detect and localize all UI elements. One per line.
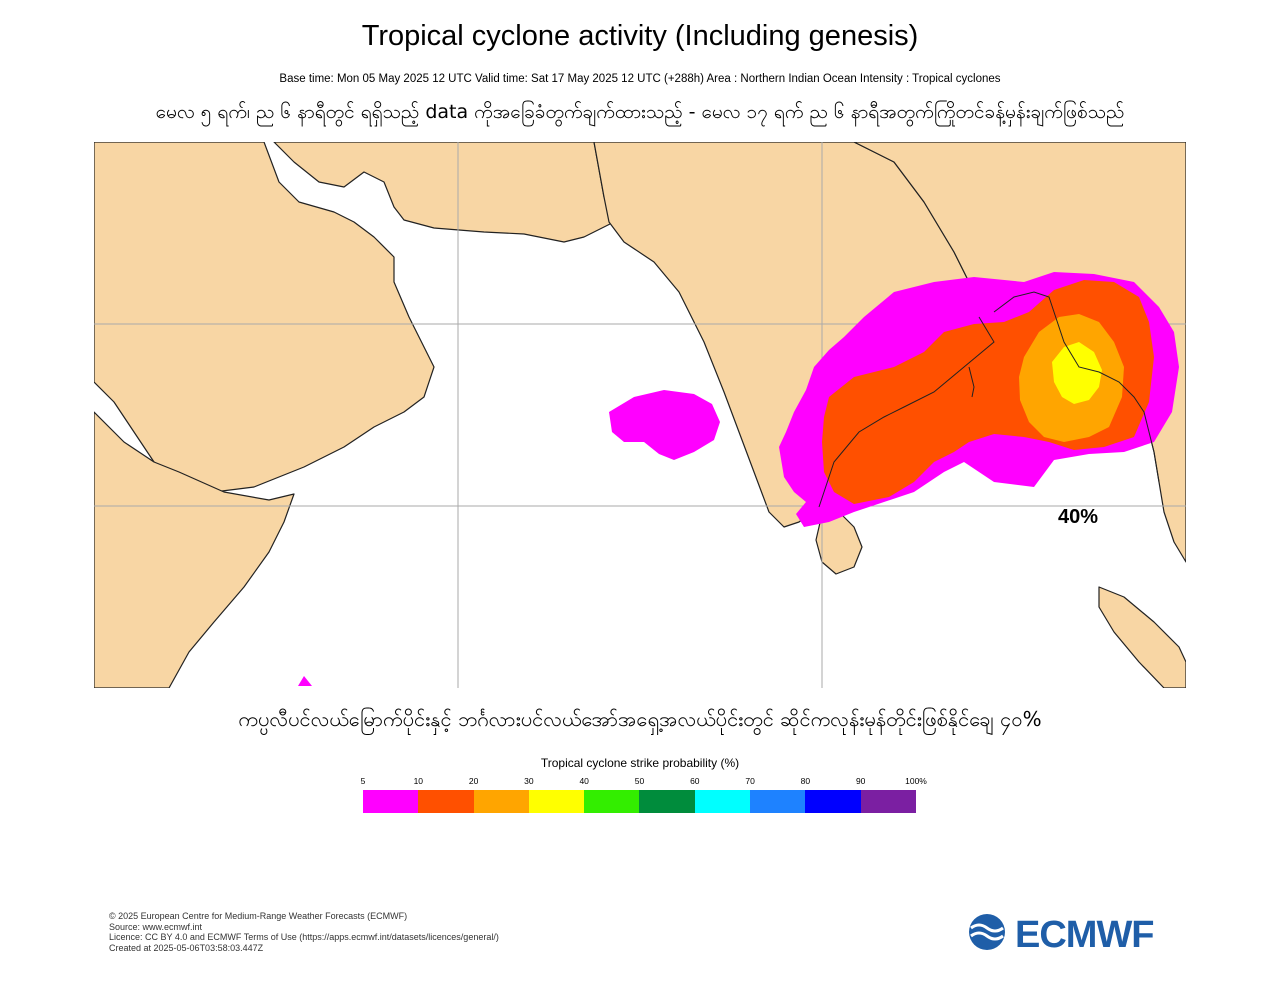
legend-swatch [363,790,419,813]
map-canvas [94,142,1186,688]
legend-color-bar [363,790,916,813]
coastline-overlay [818,291,1160,508]
legend-tick: 100% [905,776,927,786]
legend-swatch [528,790,585,813]
footer-line: Created at 2025-05-06T03:58:03.447Z [109,942,264,953]
forecast-metadata: Base time: Mon 05 May 2025 12 UTC Valid … [279,73,1001,85]
peak-probability-label: 40% [1058,506,1099,528]
legend-swatch [584,790,640,813]
footer-line: Source: www.ecmwf.int [109,921,203,932]
arabian-peninsula [94,142,435,493]
legend-swatch [694,790,751,813]
chart-title: Tropical cyclone activity (Including gen… [361,20,919,52]
probability-map: 40% [94,142,1186,688]
legend-tick: 10 [413,776,424,786]
legend-tick: 90 [855,776,866,786]
legend-swatch [805,790,861,813]
legend-tick: 60 [690,776,700,786]
footer-line: Licence: CC BY 4.0 and ECMWF Terms of Us… [109,932,499,942]
ecmwf-logo: ECMWF [965,912,1175,956]
legend-ticks: 5 10 20 30 40 50 60 70 80 90 100% [0,776,1280,788]
legend-tick: 70 [745,776,755,786]
legend-swatch [418,790,474,813]
legend-tick: 30 [524,776,534,786]
myanmar-caption: ကပ္ပလီပင်လယ်မြောက်ပိုင်းနှင့် ဘင်္ဂလားပင… [238,707,1042,731]
horn-of-africa [94,411,295,688]
ecmwf-logo-text: ECMWF [1015,914,1155,956]
legend-tick: 80 [800,776,811,786]
legend-tick: 20 [468,776,479,786]
myanmar-forecast-note: မေလ ၅ ရက်၊ ည ၆ နာရီတွင် ရရှိသည့် data ကိ… [155,101,1125,123]
legend-tick: 40 [579,776,589,786]
footer-line: © 2025 European Centre for Medium-Range … [109,911,408,921]
legend-title: Tropical cyclone strike probability (%) [540,756,740,770]
ecmwf-logo-icon [969,914,1005,950]
legend-tick: 5 [360,776,366,786]
sumatra [1098,586,1186,688]
probability-30-40-area [1052,342,1102,404]
copyright-footer: © 2025 European Centre for Medium-Range … [109,911,499,953]
legend-swatch [750,790,806,813]
legend-tick: 50 [634,776,645,786]
legend-swatch [860,790,916,813]
legend-swatch [473,790,529,813]
legend-swatch [639,790,695,813]
sri-lanka [815,511,863,575]
